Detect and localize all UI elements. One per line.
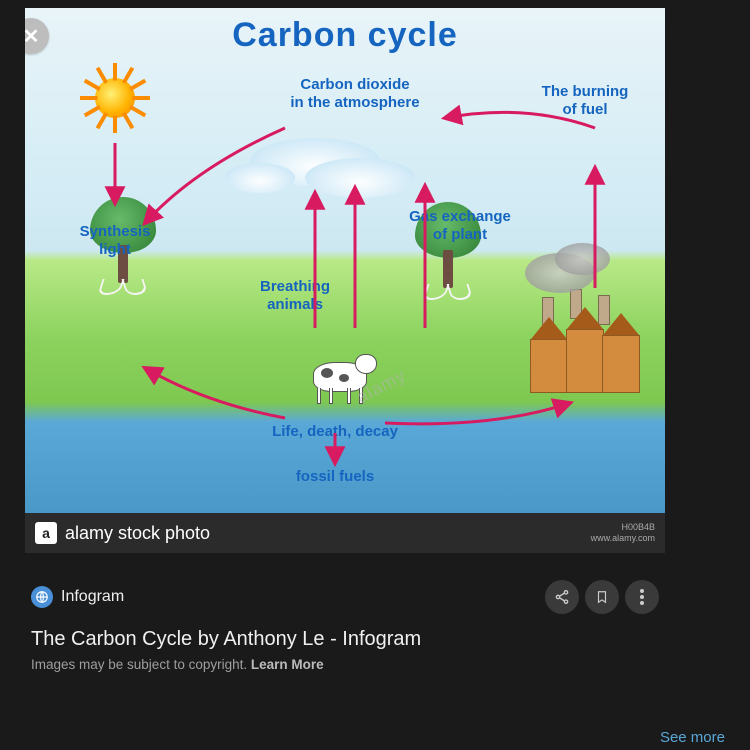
copyright-text: Images may be subject to copyright. (31, 657, 247, 672)
arrow-decay-right (385, 403, 570, 424)
attribution-bar: a alamy stock photo H00B4B www.alamy.com (25, 513, 665, 553)
learn-more-link[interactable]: Learn More (251, 657, 324, 672)
diagram-title: Carbon cycle (25, 16, 665, 55)
see-more-link[interactable]: See more (660, 729, 725, 746)
label-breathing: Breathinganimals (245, 278, 345, 314)
label-synthesis: Synthesislight (65, 223, 165, 259)
label-life-death: Life, death, decay (245, 423, 425, 441)
sun-icon (80, 63, 150, 133)
label-gas-exchange: Gas exchangeof plant (395, 208, 525, 244)
attribution-code: H00B4B (591, 522, 655, 533)
carbon-cycle-diagram: ✕ Carbon cycle (25, 8, 665, 513)
arrow-decay-left (145, 368, 285, 418)
image-frame: ✕ Carbon cycle (25, 8, 665, 553)
alamy-logo-icon: a (35, 522, 57, 544)
share-icon[interactable] (545, 580, 579, 614)
source-row: Infogram (25, 570, 665, 624)
more-icon[interactable] (625, 580, 659, 614)
image-title: The Carbon Cycle by Anthony Le - Infogra… (25, 624, 665, 653)
copyright-notice: Images may be subject to copyright. Lear… (25, 653, 665, 676)
source-name[interactable]: Infogram (61, 588, 124, 606)
label-fossil: fossil fuels (275, 468, 395, 486)
smoke-icon (555, 243, 610, 275)
globe-icon (31, 586, 53, 608)
cloud-icon (305, 158, 415, 198)
label-co2: Carbon dioxidein the atmosphere (270, 76, 440, 112)
label-burning: The burningof fuel (525, 83, 645, 119)
cloud-icon (225, 163, 295, 193)
factory-icon (530, 303, 650, 393)
bookmark-icon[interactable] (585, 580, 619, 614)
image-viewer-chrome: Infogram The Carbon Cycle by Anthony Le … (25, 570, 665, 676)
attribution-text: alamy stock photo (65, 523, 210, 544)
attribution-url: www.alamy.com (591, 533, 655, 544)
